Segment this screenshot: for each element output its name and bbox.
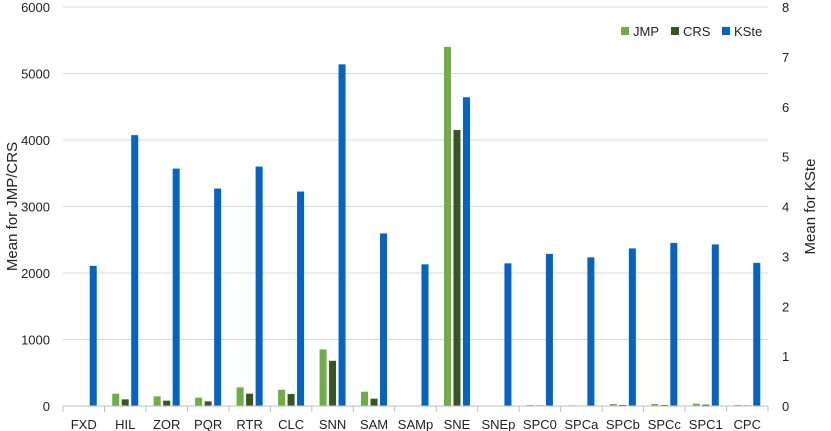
x-tick-label: SPCa — [564, 417, 599, 431]
bar-crs — [287, 394, 295, 406]
right-y-tick-labels: 0 1 2 3 4 5 6 7 8 — [782, 0, 789, 414]
legend-swatch-jmp — [621, 27, 629, 35]
y2-axis-title: Mean for KSte — [802, 159, 819, 255]
y2-tick-label: 6 — [782, 100, 789, 115]
y-tick-label: 2000 — [21, 266, 50, 281]
y2-tick-label: 7 — [782, 50, 789, 65]
bar-kste — [214, 188, 222, 406]
y2-tick-label: 0 — [782, 399, 789, 414]
x-tick-label: RTR — [236, 417, 262, 431]
bar-kste — [628, 248, 636, 406]
bar-jmp — [195, 397, 203, 406]
bar-crs — [246, 393, 254, 406]
y2-tick-label: 1 — [782, 349, 789, 364]
y2-tick-label: 2 — [782, 299, 789, 314]
x-tick-label: SPC0 — [523, 417, 557, 431]
bar-crs — [121, 399, 129, 406]
bar-jmp — [278, 389, 286, 406]
bar-jmp — [692, 403, 700, 406]
x-tick-label: SPCb — [606, 417, 640, 431]
bar-kste — [89, 265, 97, 406]
bar-kste — [545, 253, 553, 406]
y2-tick-label: 8 — [782, 0, 789, 15]
bar-jmp — [609, 404, 617, 406]
x-tick-label: SNE — [444, 417, 471, 431]
x-tick-label: FXD — [71, 417, 97, 431]
legend-swatch-crs — [671, 27, 679, 35]
bar-jmp — [153, 396, 161, 406]
bar-crs — [163, 400, 171, 406]
x-tick-label: ZOR — [153, 417, 180, 431]
legend: JMP CRS KSte — [621, 24, 762, 39]
bar-crs — [453, 130, 461, 406]
bar-kste — [753, 262, 761, 406]
x-tick-label: SNEp — [481, 417, 515, 431]
x-tick-label: SAM — [360, 417, 388, 431]
bar-crs — [329, 360, 337, 406]
legend-label-kste: KSte — [734, 24, 762, 39]
bar-kste — [172, 168, 180, 406]
bar-kste — [504, 263, 512, 406]
bar-kste — [587, 257, 595, 406]
bar-jmp — [443, 46, 451, 407]
y2-tick-label: 5 — [782, 150, 789, 165]
y-tick-label: 1000 — [21, 333, 50, 348]
y-tick-label: 6000 — [21, 0, 50, 15]
x-tick-label: PQR — [194, 417, 222, 431]
bar-jmp — [651, 404, 659, 406]
bar-kste — [131, 135, 139, 406]
bar-crs — [370, 398, 378, 406]
bar-jmp — [361, 391, 369, 406]
y-tick-label: 4000 — [21, 133, 50, 148]
x-tick-label: SPC1 — [689, 417, 723, 431]
legend-label-jmp: JMP — [633, 24, 659, 39]
y-tick-label: 5000 — [21, 67, 50, 82]
bar-kste — [670, 242, 678, 406]
bar-kste — [462, 97, 470, 407]
y2-tick-label: 3 — [782, 249, 789, 264]
x-tick-label: SPCc — [648, 417, 682, 431]
gridlines — [62, 6, 769, 412]
x-tick-label: HIL — [115, 417, 135, 431]
bar-kste — [338, 64, 346, 406]
x-tick-labels: FXD HIL ZOR PQR RTR CLC SNN SAM SAMp SNE SNEp SPC0 S… — [71, 417, 761, 431]
y-tick-label: 0 — [43, 399, 50, 414]
x-tick-label: SNN — [319, 417, 346, 431]
x-tick-label: SAMp — [398, 417, 433, 431]
bar-kste — [255, 166, 263, 406]
bars — [89, 46, 761, 407]
bar-kste — [380, 233, 388, 406]
x-tick-label: CLC — [278, 417, 304, 431]
bar-kste — [297, 191, 305, 406]
bar-crs — [702, 404, 710, 406]
x-tick-label: CPC — [734, 417, 761, 431]
bar-kste — [421, 264, 429, 406]
bar-kste — [711, 244, 719, 406]
bar-jmp — [236, 387, 244, 406]
legend-label-crs: CRS — [683, 24, 711, 39]
bar-crs — [204, 401, 212, 406]
bar-jmp — [112, 393, 120, 406]
left-y-tick-labels: 0 1000 2000 3000 4000 5000 6000 — [21, 0, 50, 414]
legend-swatch-kste — [722, 27, 730, 35]
y-tick-label: 3000 — [21, 200, 50, 215]
y2-tick-label: 4 — [782, 200, 789, 215]
bar-jmp — [319, 349, 327, 406]
y-axis-title: Mean for JMP/CRS — [4, 142, 21, 271]
